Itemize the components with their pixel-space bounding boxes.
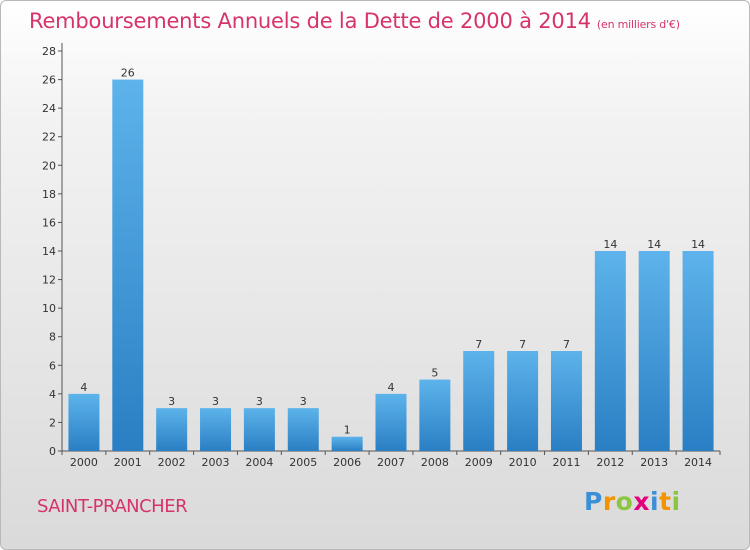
- data-label-2013: 14: [647, 238, 661, 251]
- x-tick-label: 2009: [465, 456, 493, 469]
- x-tick-label: 2010: [509, 456, 537, 469]
- x-tick-label: 2012: [596, 456, 624, 469]
- y-tick-label: 12: [42, 274, 56, 287]
- x-tick-label: 2004: [245, 456, 273, 469]
- bar-2005: [287, 408, 319, 451]
- bar-2004: [243, 408, 275, 451]
- bar-2009: [463, 351, 495, 451]
- data-label-2008: 5: [431, 367, 438, 380]
- bar-2003: [200, 408, 232, 451]
- x-tick-label: 2007: [377, 456, 405, 469]
- logo-letter: r: [602, 487, 616, 516]
- data-label-2006: 1: [344, 424, 351, 437]
- data-label-2004: 3: [256, 395, 263, 408]
- data-label-2014: 14: [691, 238, 705, 251]
- bar-2013: [638, 251, 670, 451]
- data-label-2007: 4: [388, 381, 395, 394]
- chart-title: Remboursements Annuels de la Dette de 20…: [29, 9, 680, 33]
- y-tick-label: 4: [49, 388, 56, 401]
- logo-letter: t: [659, 487, 672, 516]
- y-tick-label: 2: [49, 416, 56, 429]
- x-tick-label: 2008: [421, 456, 449, 469]
- bar-2001: [112, 79, 144, 452]
- data-label-2011: 7: [563, 338, 570, 351]
- bar-2008: [419, 379, 451, 451]
- y-tick-label: 22: [42, 131, 56, 144]
- bar-2006: [331, 436, 363, 451]
- data-label-2000: 4: [80, 381, 87, 394]
- y-tick-label: 20: [42, 159, 56, 172]
- data-label-2002: 3: [168, 395, 175, 408]
- bar-2007: [375, 393, 407, 451]
- x-tick-label: 2011: [552, 456, 580, 469]
- data-label-2010: 7: [519, 338, 526, 351]
- data-label-2001: 26: [121, 67, 135, 80]
- x-tick-label: 2003: [202, 456, 230, 469]
- logo-letter: o: [615, 487, 634, 516]
- proxiti-logo: Proxiti: [584, 487, 681, 516]
- chart-unit: (en milliers d'€): [596, 18, 680, 31]
- bar-2002: [156, 408, 188, 451]
- y-tick-label: 8: [49, 331, 56, 344]
- y-tick-label: 0: [49, 445, 56, 458]
- logo-letter: i: [650, 487, 660, 516]
- logo-letter: x: [633, 487, 650, 516]
- logo-letter: i: [671, 487, 681, 516]
- y-tick-label: 24: [42, 102, 56, 115]
- data-label-2009: 7: [475, 338, 482, 351]
- y-tick-label: 14: [42, 245, 56, 258]
- data-label-2005: 3: [300, 395, 307, 408]
- data-label-2012: 14: [603, 238, 617, 251]
- x-tick-label: 2002: [158, 456, 186, 469]
- bar-2010: [507, 351, 539, 451]
- bar-2011: [550, 351, 582, 451]
- x-tick-label: 2013: [640, 456, 668, 469]
- bar-2000: [68, 393, 100, 451]
- logo-letter: P: [584, 487, 603, 516]
- y-tick-label: 16: [42, 216, 56, 229]
- x-tick-label: 2005: [289, 456, 317, 469]
- bar-2012: [594, 251, 626, 451]
- bar-2014: [682, 251, 714, 451]
- x-tick-label: 2006: [333, 456, 361, 469]
- y-tick-label: 18: [42, 188, 56, 201]
- x-tick-label: 2014: [684, 456, 712, 469]
- x-tick-label: 2000: [70, 456, 98, 469]
- y-tick-label: 26: [42, 74, 56, 87]
- y-tick-label: 6: [49, 359, 56, 372]
- x-tick-label: 2001: [114, 456, 142, 469]
- chart-title-text: Remboursements Annuels de la Dette de 20…: [29, 9, 591, 33]
- city-name: SAINT-PRANCHER: [37, 496, 188, 517]
- data-label-2003: 3: [212, 395, 219, 408]
- y-tick-label: 28: [42, 45, 56, 58]
- y-tick-label: 10: [42, 302, 56, 315]
